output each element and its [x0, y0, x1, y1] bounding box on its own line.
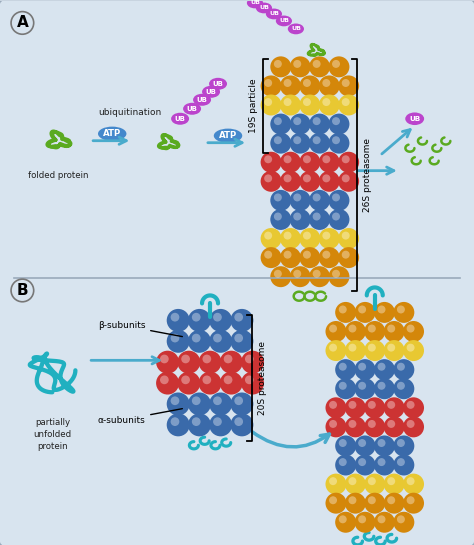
Circle shape [261, 228, 282, 249]
Circle shape [230, 392, 254, 415]
Circle shape [192, 396, 201, 405]
Circle shape [160, 376, 169, 384]
Circle shape [202, 355, 211, 364]
Circle shape [270, 209, 291, 230]
Circle shape [374, 512, 395, 532]
Circle shape [345, 416, 366, 437]
Circle shape [328, 132, 349, 154]
Circle shape [220, 350, 243, 374]
Circle shape [365, 340, 385, 361]
Circle shape [309, 56, 330, 77]
Circle shape [270, 132, 291, 154]
Circle shape [245, 376, 254, 384]
Circle shape [365, 416, 385, 437]
Circle shape [264, 232, 272, 240]
Circle shape [342, 251, 350, 259]
Circle shape [313, 117, 320, 125]
Circle shape [348, 496, 356, 504]
Circle shape [329, 420, 337, 428]
Circle shape [293, 270, 301, 278]
Circle shape [192, 417, 201, 426]
Circle shape [313, 213, 320, 221]
Circle shape [383, 397, 405, 418]
Circle shape [322, 174, 330, 183]
Circle shape [397, 382, 405, 390]
Text: UB: UB [409, 116, 420, 122]
Circle shape [329, 401, 337, 409]
Ellipse shape [276, 16, 292, 26]
Circle shape [283, 155, 292, 164]
Text: 19S particle: 19S particle [249, 78, 258, 134]
Circle shape [355, 378, 375, 399]
Circle shape [326, 493, 346, 513]
Circle shape [309, 209, 330, 230]
Circle shape [171, 334, 179, 342]
Circle shape [393, 455, 414, 475]
Circle shape [167, 330, 190, 353]
Text: UB: UB [250, 1, 260, 5]
Circle shape [261, 75, 282, 96]
Circle shape [264, 79, 272, 87]
Circle shape [303, 174, 311, 183]
Ellipse shape [214, 129, 242, 143]
Circle shape [188, 330, 211, 353]
Text: UB: UB [174, 116, 185, 122]
Circle shape [377, 439, 385, 447]
Circle shape [383, 493, 405, 513]
Circle shape [322, 79, 330, 87]
Circle shape [309, 266, 330, 287]
Circle shape [283, 232, 292, 240]
Circle shape [365, 474, 385, 494]
Circle shape [270, 266, 291, 287]
Circle shape [171, 396, 179, 405]
Circle shape [283, 98, 292, 106]
Circle shape [355, 359, 375, 380]
Circle shape [328, 190, 349, 211]
Circle shape [374, 302, 395, 323]
Circle shape [303, 98, 311, 106]
Ellipse shape [256, 3, 272, 13]
Circle shape [339, 458, 346, 466]
Circle shape [368, 420, 376, 428]
Circle shape [407, 401, 415, 409]
Circle shape [365, 397, 385, 418]
Circle shape [234, 313, 243, 322]
Circle shape [397, 306, 405, 313]
Circle shape [328, 209, 349, 230]
Circle shape [300, 75, 320, 96]
Circle shape [403, 397, 424, 418]
Circle shape [368, 496, 376, 504]
Circle shape [329, 496, 337, 504]
Circle shape [293, 213, 301, 221]
Circle shape [332, 213, 340, 221]
Circle shape [171, 417, 179, 426]
Ellipse shape [202, 86, 220, 98]
Circle shape [387, 420, 395, 428]
Circle shape [326, 474, 346, 494]
Circle shape [358, 458, 366, 466]
Circle shape [342, 174, 350, 183]
Circle shape [245, 355, 254, 364]
Circle shape [309, 190, 330, 211]
Circle shape [167, 309, 190, 332]
Text: B: B [17, 283, 28, 298]
Circle shape [374, 359, 395, 380]
Circle shape [403, 474, 424, 494]
Circle shape [332, 193, 340, 202]
Circle shape [224, 376, 232, 384]
Text: ATP: ATP [103, 129, 121, 138]
Text: folded protein: folded protein [28, 171, 89, 180]
Circle shape [326, 397, 346, 418]
Circle shape [274, 60, 282, 68]
Circle shape [192, 334, 201, 342]
Text: UB: UB [279, 19, 289, 23]
Circle shape [274, 270, 282, 278]
Circle shape [332, 136, 340, 144]
Circle shape [397, 458, 405, 466]
Circle shape [403, 416, 424, 437]
Circle shape [280, 152, 301, 173]
Circle shape [383, 321, 405, 342]
Circle shape [290, 113, 310, 135]
Circle shape [403, 493, 424, 513]
